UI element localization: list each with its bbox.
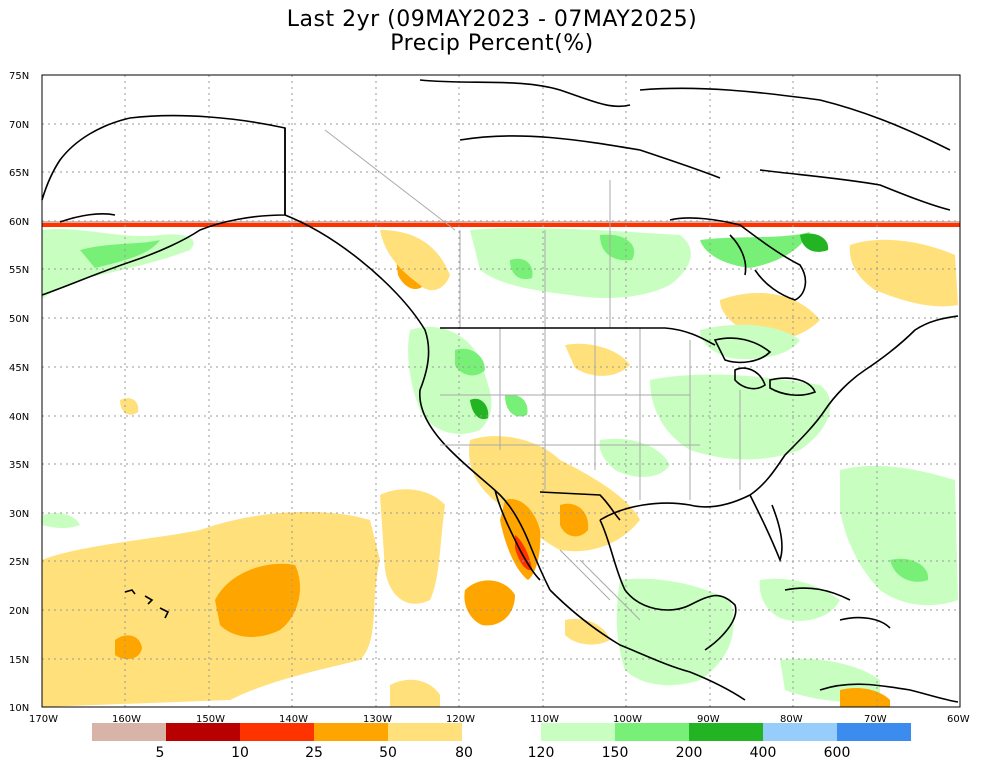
- colorbar-swatch: [240, 723, 314, 741]
- colorbar-label: 150: [602, 745, 629, 761]
- lon-tick-label: 70W: [864, 714, 887, 725]
- lon-tick-label: 80W: [780, 714, 803, 725]
- us-canada-border: [284, 128, 716, 521]
- colorbar-swatch: [689, 723, 763, 741]
- lat-tick-label: 10N: [9, 703, 29, 714]
- lat-tick-label: 75N: [9, 71, 29, 82]
- colorbar-swatch: [615, 723, 689, 741]
- lat-tick-label: 55N: [9, 265, 29, 276]
- coastlines: [41, 79, 959, 703]
- longitude-axis: 170W 160W 150W 140W 130W 120W 110W 100W …: [29, 714, 970, 725]
- colorbar-label: 120: [528, 745, 555, 761]
- lon-tick-label: 140W: [279, 714, 308, 725]
- lon-tick-label: 90W: [697, 714, 720, 725]
- lat-tick-label: 35N: [9, 460, 29, 471]
- colorbar-label: 400: [750, 745, 777, 761]
- colorbar-label: 50: [379, 745, 397, 761]
- lat-tick-label: 40N: [9, 412, 29, 423]
- lon-tick-label: 60W: [947, 714, 970, 725]
- map-subtitle: Precip Percent(%): [390, 31, 594, 56]
- lat-tick-label: 30N: [9, 509, 29, 520]
- colorbar-label: 5: [156, 745, 165, 761]
- colorbar-swatch: [837, 723, 911, 741]
- colorbar-label: 10: [231, 745, 249, 761]
- colorbar-swatch: [92, 723, 166, 741]
- lat-tick-label: 65N: [9, 168, 29, 179]
- colorbar-label: 80: [455, 745, 473, 761]
- colorbar: 5 10 25 50 80 120 150 200 400 600: [92, 723, 911, 761]
- lat-tick-label: 50N: [9, 314, 29, 325]
- lat-tick-label: 70N: [9, 120, 29, 131]
- colorbar-label: 200: [676, 745, 703, 761]
- lat-tick-label: 15N: [9, 655, 29, 666]
- latitude-axis: 75N 70N 65N 60N 55N 50N 45N 40N 35N 30N …: [9, 71, 29, 714]
- colorbar-swatch: [314, 723, 388, 741]
- colorbar-swatch: [166, 723, 240, 741]
- map-title: Last 2yr (09MAY2023 - 07MAY2025): [286, 7, 698, 32]
- lon-tick-label: 100W: [613, 714, 642, 725]
- lat-tick-label: 60N: [9, 217, 29, 228]
- colorbar-label: 600: [824, 745, 851, 761]
- colorbar-swatch: [388, 723, 462, 741]
- lat-tick-label: 20N: [9, 606, 29, 617]
- map-frame: [41, 74, 961, 708]
- lon-tick-label: 170W: [29, 714, 58, 725]
- colorbar-swatch: [541, 723, 615, 741]
- lat-tick-label: 25N: [9, 557, 29, 568]
- lon-tick-label: 120W: [446, 714, 475, 725]
- lon-tick-label: 150W: [196, 714, 225, 725]
- colorbar-label: 25: [305, 745, 323, 761]
- lon-tick-label: 110W: [530, 714, 559, 725]
- lon-tick-label: 160W: [112, 714, 141, 725]
- colorbar-swatch: [763, 723, 837, 741]
- lat-tick-label: 45N: [9, 363, 29, 374]
- lon-tick-label: 130W: [363, 714, 392, 725]
